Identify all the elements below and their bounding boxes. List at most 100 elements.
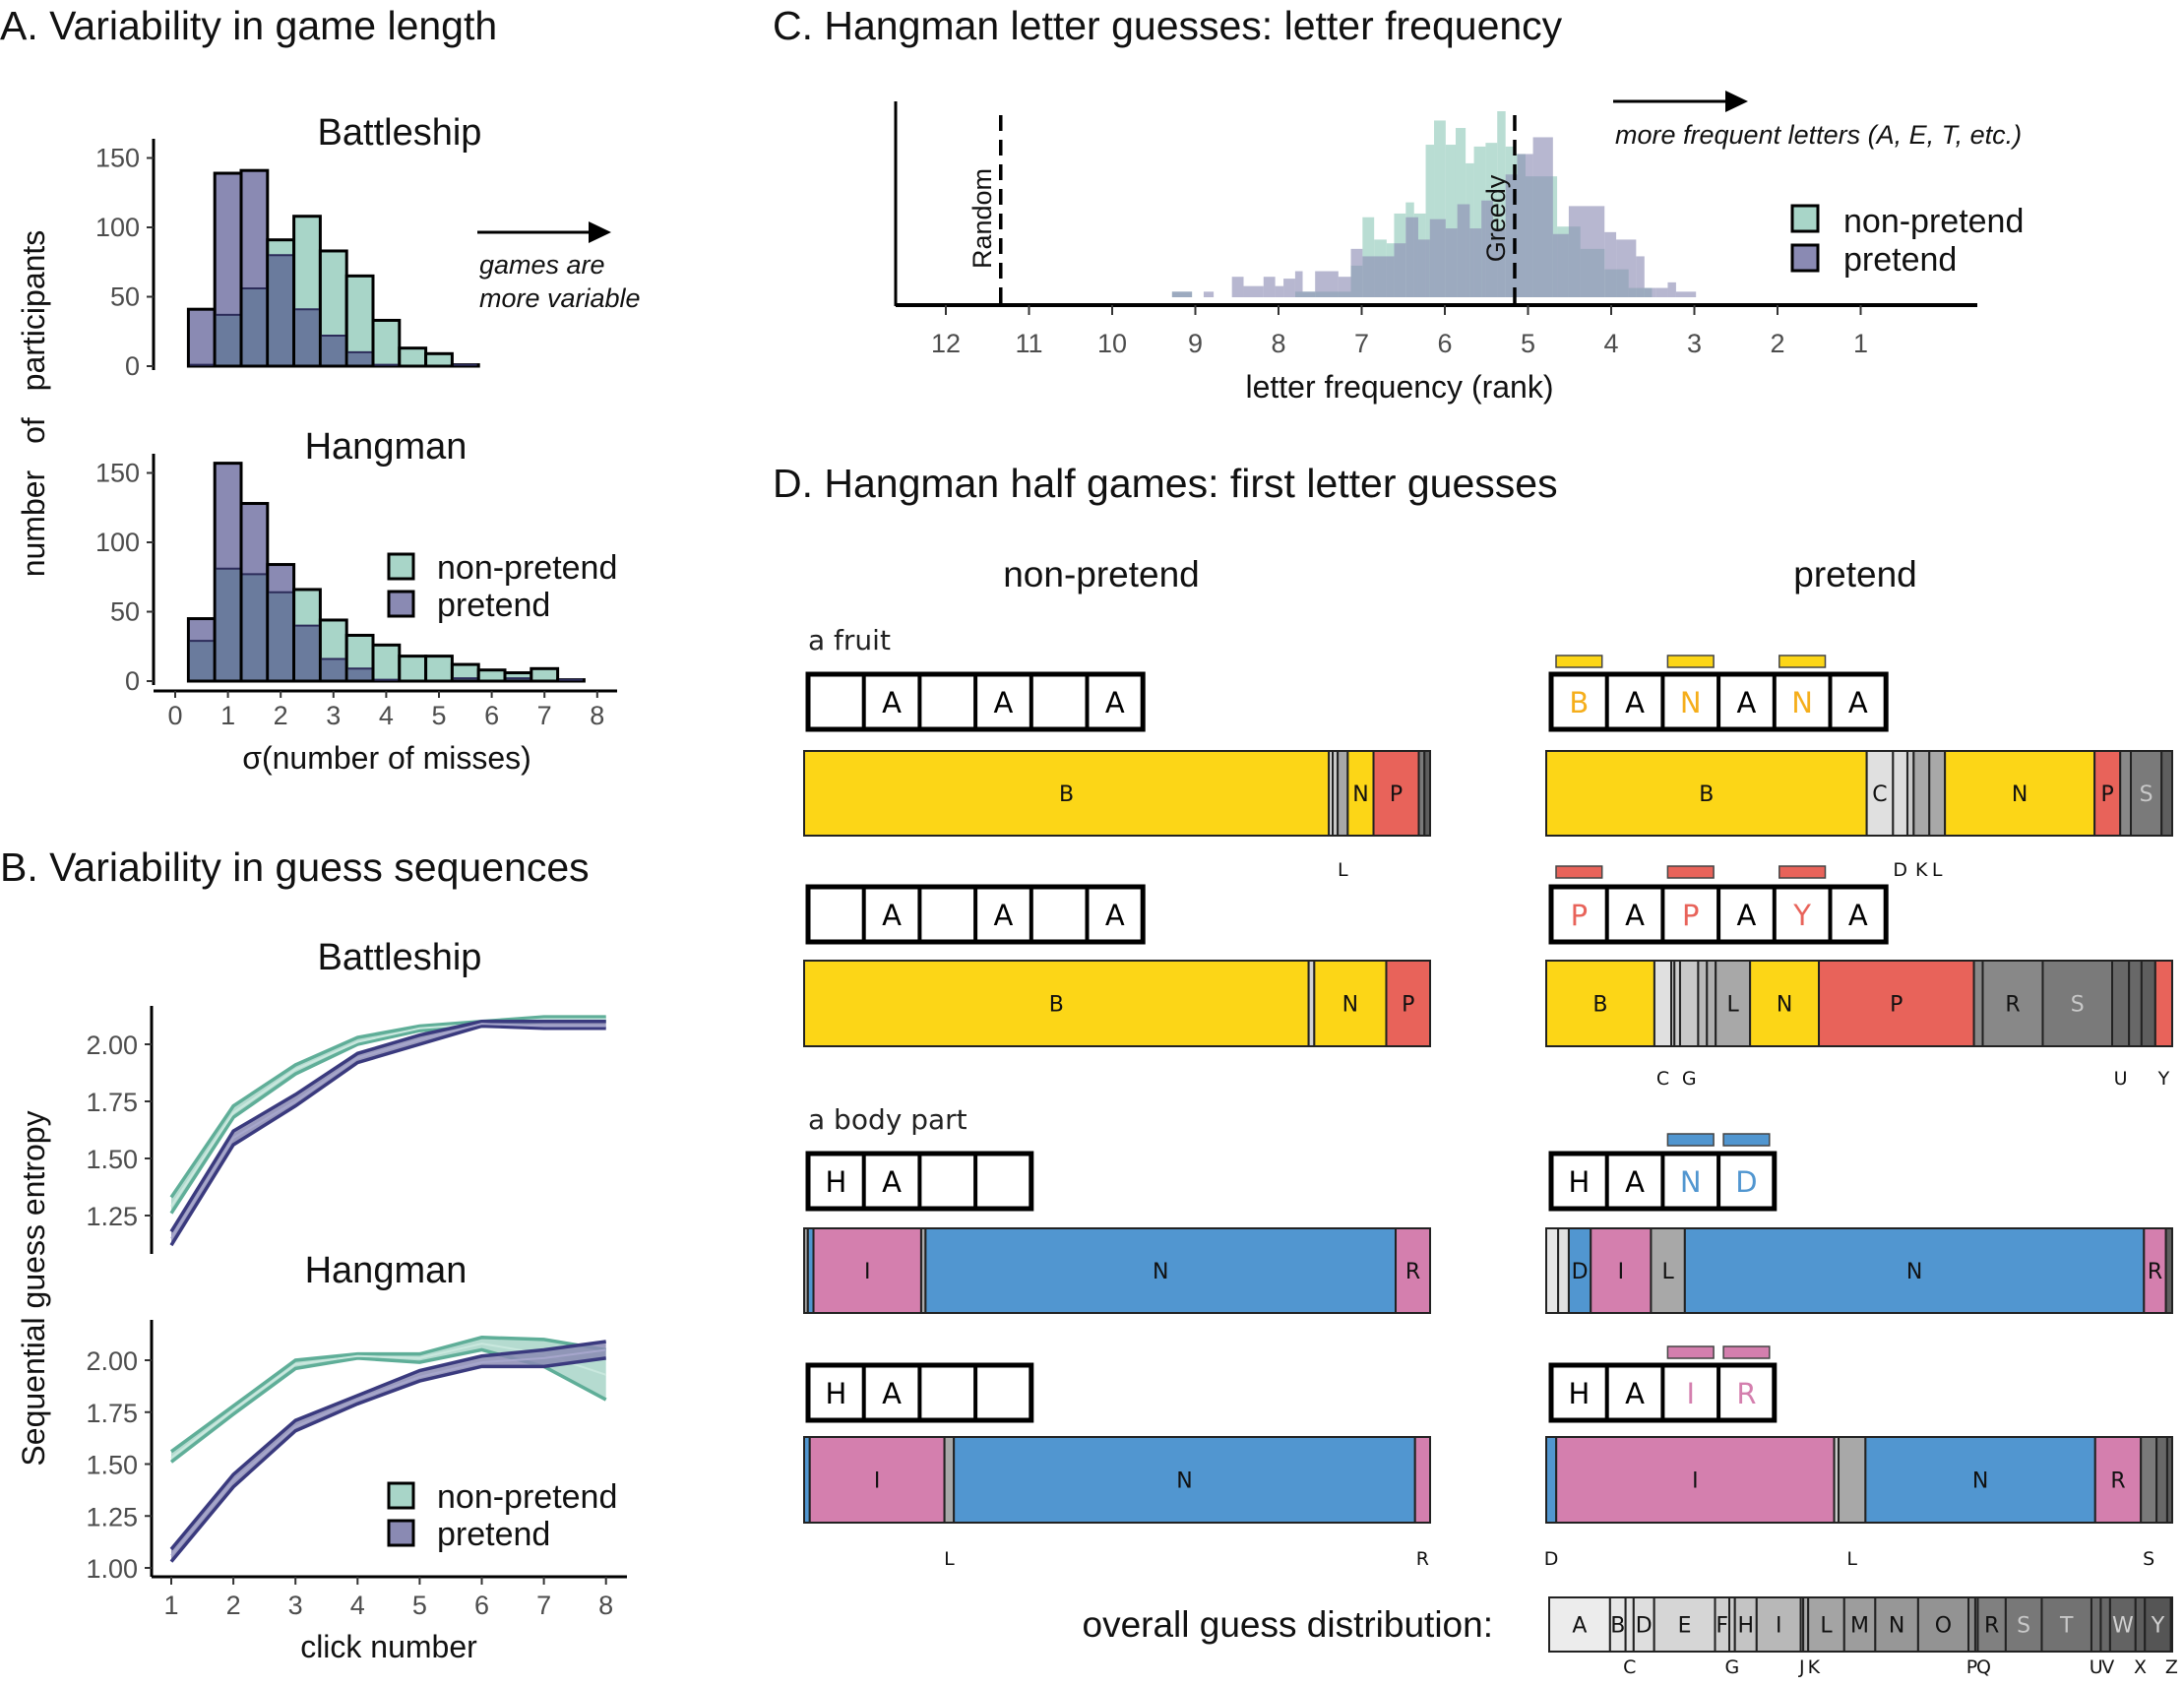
- segment-label: P: [1402, 993, 1414, 1018]
- segment-label: B: [1059, 782, 1074, 807]
- guess-segment: [1423, 750, 1432, 837]
- panel-b-y-label: Sequential guess entropy: [16, 1110, 51, 1466]
- segment-label: S: [2071, 993, 2085, 1018]
- letter-highlight-bar: [1722, 1345, 1771, 1359]
- y-tick-label: 0: [125, 666, 140, 696]
- segment-below-label: U: [2090, 1656, 2103, 1678]
- guess-segment-w: [2108, 1596, 2137, 1653]
- frequency-histogram-bar: [1481, 200, 1494, 297]
- panel-c-annotation: more frequent letters (A, E, T, etc.): [1615, 120, 2022, 150]
- segment-label: F: [1716, 1614, 1728, 1639]
- x-tick-label: 6: [474, 1591, 489, 1620]
- panel-c-legend-pretend: pretend: [1843, 241, 1957, 279]
- guess-segment-u: [2111, 960, 2131, 1047]
- x-tick-label: 7: [1354, 329, 1369, 358]
- x-tick-label: 5: [1521, 329, 1535, 358]
- y-tick-label: 2.00: [86, 1346, 138, 1376]
- guess-segment-m: [1842, 1596, 1877, 1653]
- band-edge-line: [169, 1356, 606, 1563]
- histogram-overlap-bar: [189, 641, 214, 680]
- segment-label: L: [1727, 993, 1740, 1018]
- guess-segment-v: [2099, 1596, 2111, 1653]
- y-tick-label: 1.00: [86, 1554, 138, 1584]
- segment-label: N: [1153, 1260, 1168, 1284]
- segment-label: N: [1777, 993, 1792, 1018]
- x-tick-label: 4: [379, 701, 394, 730]
- frequency-histogram-bar: [1294, 271, 1303, 297]
- segment-below-label: G: [1682, 1068, 1697, 1090]
- word-letter: R: [1736, 1377, 1756, 1410]
- segment-label: L: [1661, 1260, 1674, 1284]
- x-tick-label: 6: [1437, 329, 1452, 358]
- segment-label: R: [2110, 1469, 2125, 1494]
- guess-segment-d: [1892, 750, 1908, 837]
- segment-label: S: [2140, 782, 2153, 807]
- segment-label: R: [2148, 1260, 2162, 1284]
- panel-b-title: B. Variability in guess sequences: [0, 844, 590, 890]
- panel-a-annotation-line2: more variable: [479, 283, 641, 313]
- guess-segment-n: [1313, 960, 1388, 1047]
- guess-segment-z: [2169, 1596, 2174, 1653]
- y-tick-label: 2.00: [86, 1031, 138, 1060]
- x-tick-label: 5: [412, 1591, 427, 1620]
- x-tick-label: 8: [590, 701, 604, 730]
- panel-a-y-label: number of participants: [16, 230, 51, 578]
- guess-segment-l: [1337, 750, 1349, 837]
- frequency-histogram-bar: [1302, 291, 1316, 297]
- mean-line: [170, 1348, 606, 1556]
- x-tick-label: 1: [1853, 329, 1868, 358]
- guess-segment-p: [1966, 1596, 1976, 1653]
- frequency-histogram-bar: [1350, 248, 1363, 297]
- segment-label: N: [1972, 1469, 1988, 1494]
- x-tick-label: 3: [288, 1591, 303, 1620]
- word-letter: A: [1625, 686, 1645, 719]
- frequency-histogram-bar: [1425, 145, 1435, 297]
- guess-segment-l: [1928, 750, 1947, 837]
- histogram-overlap-bar: [295, 625, 319, 680]
- panel-b-x-label: click number: [300, 1629, 477, 1664]
- panel-a-hangman-title: Hangman: [305, 426, 468, 468]
- panel-b-legend-swatch-non-pretend: [387, 1481, 415, 1510]
- segment-label: R: [2005, 993, 2020, 1018]
- guess-segment: [2128, 960, 2143, 1047]
- y-tick-label: 0: [125, 351, 140, 381]
- mean-line: [170, 1023, 606, 1239]
- guess-segment-s: [2140, 1436, 2158, 1524]
- panel-a-arrowhead-icon: [589, 221, 611, 243]
- word-letter: D: [1735, 1165, 1757, 1199]
- guess-segment-p: [1372, 750, 1420, 837]
- frequency-histogram-bar: [1338, 277, 1351, 297]
- frequency-histogram-bar: [1497, 111, 1506, 297]
- histogram-bar: [476, 668, 507, 683]
- segment-label: P: [2101, 782, 2114, 807]
- guess-segment-l: [1838, 1436, 1867, 1524]
- x-tick-label: 3: [1687, 329, 1702, 358]
- word-letter: A: [1105, 686, 1125, 719]
- guess-segment-k: [1912, 750, 1931, 837]
- word-letter: A: [1625, 1377, 1645, 1410]
- histogram-bar: [503, 671, 533, 683]
- guess-segment: [2155, 1436, 2168, 1524]
- guess-segment: [2165, 1436, 2174, 1524]
- segment-label: D: [1572, 1260, 1589, 1284]
- segment-below-label: L: [1338, 859, 1348, 881]
- segment-below-label: S: [2143, 1548, 2154, 1570]
- histogram-overlap-bar: [216, 568, 240, 680]
- y-tick-label: 50: [110, 597, 140, 627]
- letter-highlight-bar: [1778, 655, 1827, 668]
- frequency-histogram-bar: [1604, 231, 1617, 297]
- guess-segment-i: [1555, 1436, 1836, 1524]
- x-tick-label: 7: [537, 701, 552, 730]
- guess-segment-s: [2041, 960, 2114, 1047]
- frequency-histogram-bar: [1283, 279, 1295, 297]
- histogram-bar: [186, 307, 217, 368]
- histogram-bar: [371, 318, 402, 368]
- frequency-histogram-bar: [1445, 228, 1458, 297]
- reference-label-greedy: Greedy: [1481, 174, 1511, 262]
- x-tick-label: 2: [1770, 329, 1784, 358]
- segment-below-label: K: [1808, 1656, 1821, 1678]
- frequency-histogram-bar: [1616, 239, 1637, 297]
- segment-label: I: [1618, 1260, 1625, 1284]
- guess-segment-d: [1545, 1436, 1558, 1524]
- guess-segment: [1697, 960, 1709, 1047]
